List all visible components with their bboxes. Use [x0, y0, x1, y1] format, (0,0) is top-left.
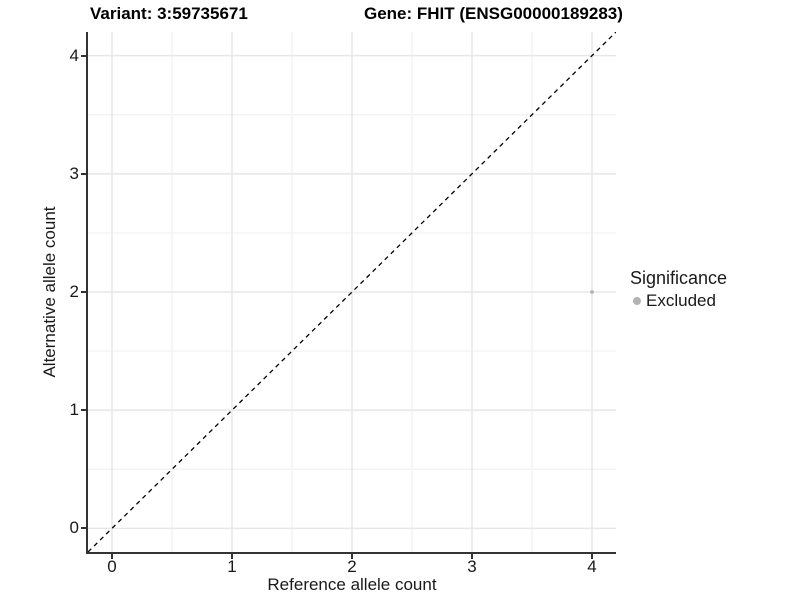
y-tick-mark	[81, 527, 86, 530]
x-tick-mark	[111, 554, 113, 559]
chart-canvas	[88, 32, 616, 552]
legend-key-dot	[633, 297, 641, 305]
x-axis-line	[86, 552, 616, 554]
plot-panel	[88, 32, 616, 552]
y-tick-label: 4	[69, 45, 79, 65]
data-point	[590, 290, 594, 294]
x-tick-mark	[471, 554, 473, 559]
gene-title: Gene: FHIT (ENSG00000189283)	[364, 4, 623, 23]
y-tick-label: 3	[69, 163, 79, 183]
x-tick-mark	[231, 554, 233, 559]
y-tick-label: 1	[69, 400, 79, 420]
variant-title: Variant: 3:59735671	[90, 4, 248, 23]
x-tick-label: 0	[107, 557, 117, 576]
x-tick-label: 3	[467, 557, 477, 576]
y-tick-mark	[81, 54, 86, 57]
x-axis-title: Reference allele count	[267, 575, 437, 594]
y-tick-mark	[81, 172, 86, 175]
legend-item-label: Excluded	[646, 291, 716, 310]
y-tick-mark	[81, 409, 86, 412]
x-tick-label: 4	[587, 557, 597, 576]
legend: Significance Excluded	[630, 267, 795, 311]
y-tick-label: 0	[69, 518, 79, 538]
x-tick-label: 2	[347, 557, 357, 576]
legend-item-excluded: Excluded	[630, 291, 795, 311]
y-tick-label: 2	[69, 282, 79, 301]
y-axis-line	[86, 32, 88, 554]
y-axis-title: Alternative allele count	[40, 206, 59, 378]
legend-title: Significance	[630, 268, 728, 288]
x-tick-mark	[591, 554, 593, 559]
x-tick-mark	[351, 554, 353, 559]
y-tick-mark	[81, 291, 86, 293]
x-tick-label: 1	[227, 557, 237, 576]
